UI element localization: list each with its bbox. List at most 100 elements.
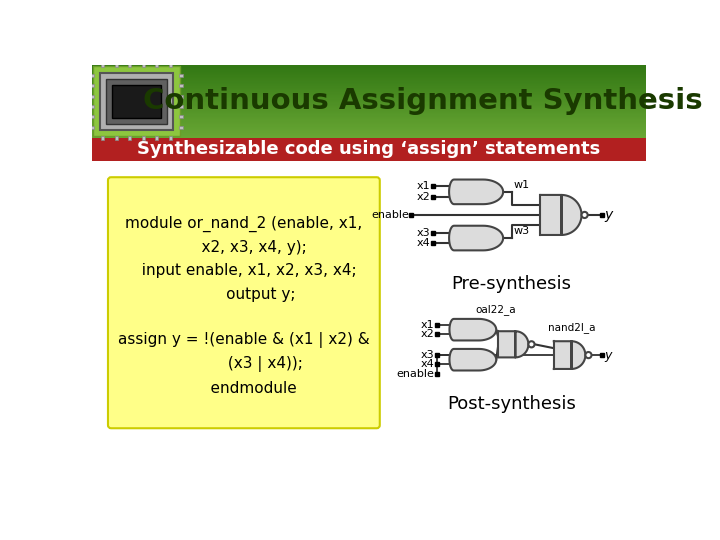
Polygon shape [449, 226, 503, 251]
Bar [92, 90, 647, 92]
Text: x1: x1 [420, 320, 434, 330]
Text: assign y = !(enable & (x1 | x2) &
         (x3 | x4));
    endmodule: assign y = !(enable & (x1 | x2) & (x3 | … [118, 332, 370, 396]
Bar [92, 82, 647, 83]
Bar [92, 116, 647, 117]
Bar [114, 63, 117, 67]
Bar [168, 136, 172, 140]
Text: enable: enable [397, 369, 434, 379]
Bar [114, 136, 117, 140]
Text: x2: x2 [417, 192, 431, 202]
Bar [92, 97, 647, 99]
Bar [92, 126, 647, 128]
Text: Synthesizable code using ‘assign’ statements: Synthesizable code using ‘assign’ statem… [138, 140, 600, 159]
Polygon shape [449, 179, 503, 204]
Polygon shape [449, 349, 496, 370]
Bar [99, 72, 174, 130]
Bar [92, 117, 647, 118]
Bar [92, 120, 647, 122]
Bar [142, 63, 145, 67]
Circle shape [582, 212, 588, 218]
Bar [92, 83, 647, 84]
Bar [92, 95, 647, 97]
Bar [92, 138, 647, 161]
Bar [498, 331, 516, 357]
Bar [540, 195, 562, 235]
Bar [89, 84, 94, 87]
Bar [92, 76, 647, 77]
Bar [92, 69, 647, 71]
Text: x4: x4 [420, 360, 434, 369]
Text: x3: x3 [420, 350, 434, 360]
Text: y: y [605, 349, 612, 362]
Circle shape [528, 341, 534, 347]
Bar [92, 104, 647, 105]
Bar [92, 101, 647, 103]
Bar [92, 106, 647, 107]
Bar [92, 119, 647, 121]
Polygon shape [449, 319, 496, 340]
Bar [92, 135, 647, 137]
Bar [92, 71, 647, 72]
Bar [92, 118, 647, 120]
Polygon shape [562, 195, 582, 235]
Text: w3: w3 [514, 226, 530, 236]
Bar [92, 114, 647, 116]
Bar [168, 63, 172, 67]
Bar [92, 85, 647, 87]
Text: x4: x4 [417, 239, 431, 248]
Bar [92, 130, 647, 132]
Bar [89, 126, 94, 129]
Text: enable: enable [372, 210, 409, 220]
Text: w1: w1 [514, 179, 530, 190]
Bar [92, 93, 647, 95]
Bar [179, 116, 184, 118]
Bar [179, 84, 184, 87]
Bar [128, 63, 131, 67]
Bar [89, 116, 94, 118]
Bar [179, 105, 184, 108]
Bar [92, 80, 647, 82]
Polygon shape [572, 341, 585, 369]
Bar [92, 68, 647, 70]
Bar [94, 66, 179, 137]
Bar [92, 113, 647, 115]
Bar [92, 64, 647, 66]
Bar [92, 111, 647, 112]
Bar [128, 136, 131, 140]
Bar [92, 105, 647, 106]
Text: x1: x1 [417, 181, 431, 191]
Bar [92, 133, 647, 134]
Bar [89, 105, 94, 108]
Bar [106, 79, 167, 124]
Bar [156, 136, 158, 140]
Text: Pre-synthesis: Pre-synthesis [451, 275, 572, 293]
Bar [92, 77, 647, 78]
Bar [92, 107, 647, 109]
Bar [92, 87, 647, 89]
Text: module or_nand_2 (enable, x1,
    x2, x3, x4, y);
  input enable, x1, x2, x3, x4: module or_nand_2 (enable, x1, x2, x3, x4… [125, 215, 362, 302]
Bar [92, 129, 647, 131]
Bar [179, 126, 184, 129]
Bar [92, 91, 647, 93]
Bar [92, 112, 647, 113]
Bar [92, 86, 647, 88]
Bar [92, 125, 647, 127]
Bar [92, 100, 647, 102]
Bar [101, 136, 104, 140]
Bar [92, 84, 647, 85]
Bar [92, 123, 647, 125]
Text: x2: x2 [420, 329, 434, 340]
Bar [92, 67, 647, 69]
Bar [554, 341, 572, 369]
Bar [92, 124, 647, 126]
Bar [179, 94, 184, 98]
Bar [92, 74, 647, 76]
Bar [92, 122, 647, 123]
Bar [101, 63, 104, 67]
Bar [89, 74, 94, 77]
Bar [156, 63, 158, 67]
Text: x3: x3 [417, 228, 431, 238]
Bar [92, 96, 647, 98]
Bar [92, 110, 647, 111]
Text: y: y [605, 208, 613, 222]
